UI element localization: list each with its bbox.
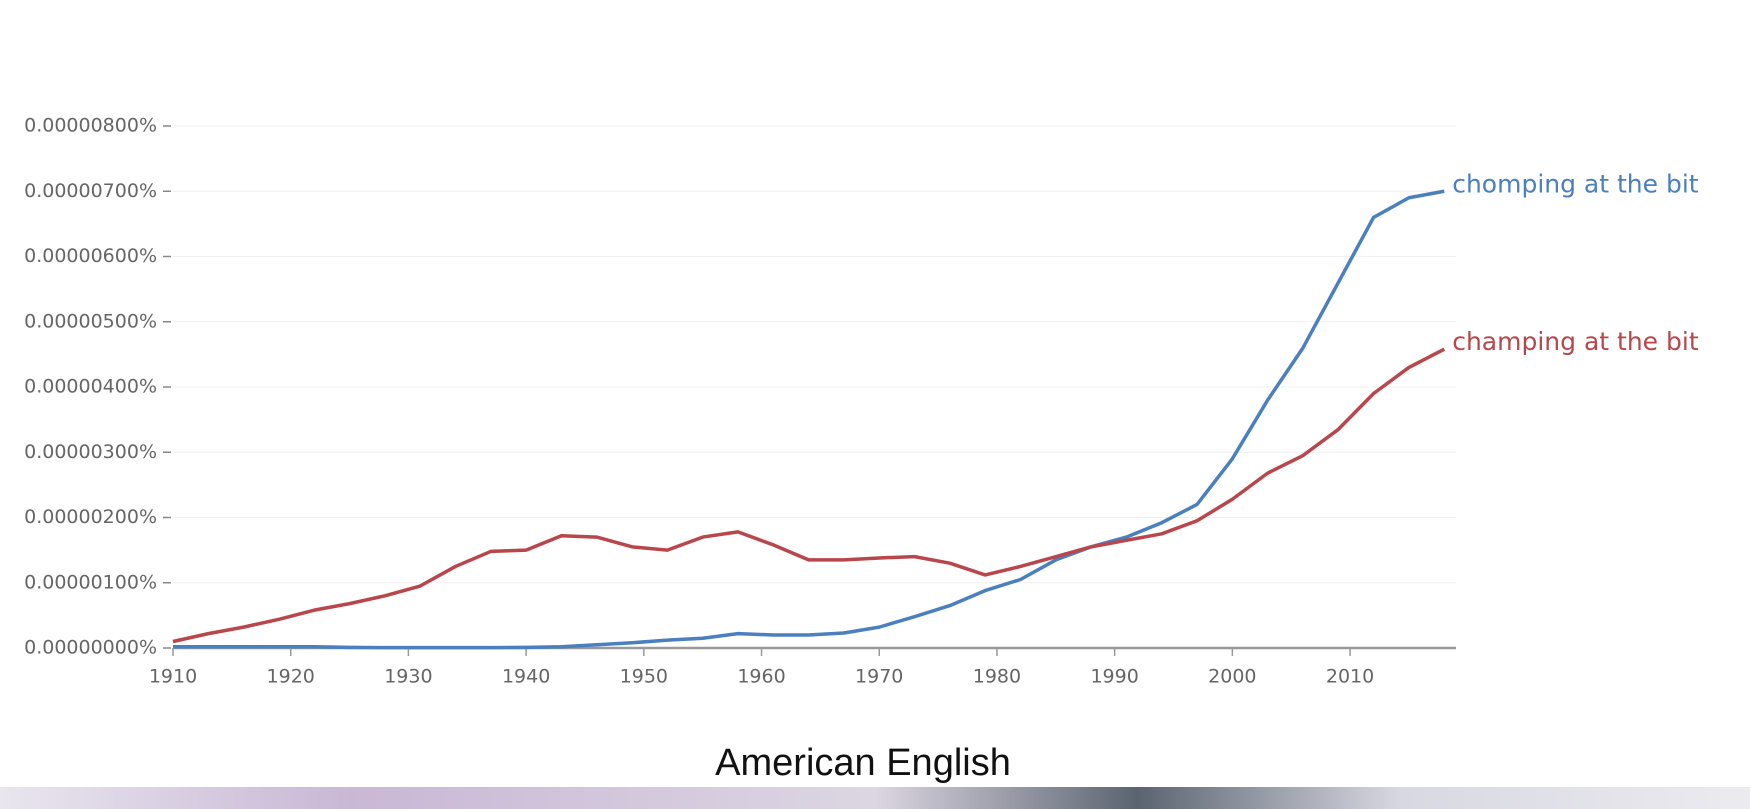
y-tick-label: 0.00000700% (24, 180, 157, 202)
series-label: chomping at the bit (1452, 169, 1699, 198)
series-line (173, 189, 1445, 650)
series-label: champing at the bit (1452, 327, 1699, 356)
x-tick-label: 1940 (502, 666, 550, 688)
y-tick-label: 0.00000000% (24, 637, 157, 659)
x-tick-label: 1920 (267, 666, 315, 688)
y-tick-label: 0.00000100% (24, 571, 157, 593)
y-tick-label: 0.00000300% (24, 441, 157, 463)
background-strip (0, 787, 1750, 809)
y-tick-label: 0.00000500% (24, 310, 157, 332)
x-tick-label: 2010 (1326, 666, 1374, 688)
y-tick-label: 0.00000600% (24, 245, 157, 267)
x-tick-label: 1950 (620, 666, 668, 688)
x-tick-label: 1980 (973, 666, 1021, 688)
x-tick-label: 1990 (1090, 666, 1138, 688)
x-tick-label: 1970 (855, 666, 903, 688)
x-tick-label: 1960 (737, 666, 785, 688)
x-tick-label: 1930 (384, 666, 432, 688)
series-line (172, 347, 1446, 644)
x-tick-label: 1910 (149, 666, 197, 688)
y-tick-label: 0.00000200% (24, 506, 157, 528)
x-tick-label: 2000 (1208, 666, 1256, 688)
y-tick-label: 0.00000800% (24, 115, 157, 137)
y-tick-label: 0.00000400% (24, 376, 157, 398)
caption: American English (715, 742, 1011, 784)
